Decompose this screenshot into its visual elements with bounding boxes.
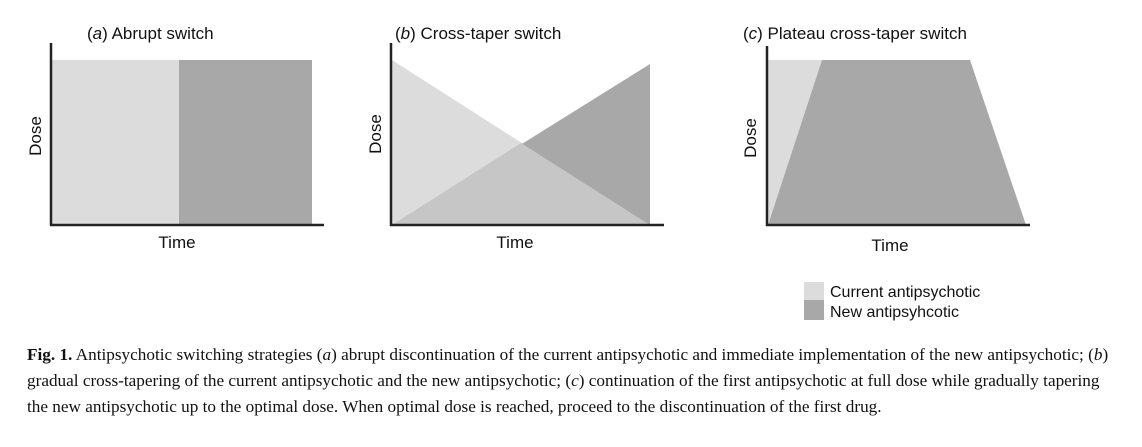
legend-label-current: Current antipsychotic [830, 284, 980, 301]
panel-a-new-area [179, 60, 312, 225]
panel-b-x-label: Time [496, 233, 533, 252]
panel-c-x-label: Time [871, 236, 908, 255]
panel-a-current-area [52, 60, 179, 225]
panel-c: (c) Plateau cross-taper switch Time Dose [741, 24, 1030, 255]
panel-a-x-label: Time [158, 233, 195, 252]
panel-b-overlap-area [392, 143, 650, 225]
legend-label-new: New antipsyhcotic [830, 304, 959, 321]
panel-a-y-label: Dose [26, 116, 45, 156]
panel-a: (a) Abrupt switch Time Dose [26, 24, 324, 252]
panel-b-y-label: Dose [366, 114, 385, 154]
legend-swatch-current [804, 282, 824, 300]
panel-b-title: (b) Cross-taper switch [395, 24, 561, 43]
figure-label: Fig. 1. [27, 345, 73, 364]
figure-caption-text: Antipsychotic switching strategies (a) a… [27, 345, 1109, 416]
panel-b: (b) Cross-taper switch Time Dose [366, 24, 664, 252]
figure-caption: Fig. 1. Antipsychotic switching strategi… [27, 342, 1122, 420]
panel-c-title: (c) Plateau cross-taper switch [743, 24, 967, 43]
legend-swatch-new [804, 300, 824, 320]
panel-c-y-label: Dose [741, 118, 760, 158]
panel-a-title: (a) Abrupt switch [87, 24, 214, 43]
panel-c-new-area [768, 60, 1026, 225]
legend: Current antipsychotic New antipsyhcotic [804, 282, 980, 321]
